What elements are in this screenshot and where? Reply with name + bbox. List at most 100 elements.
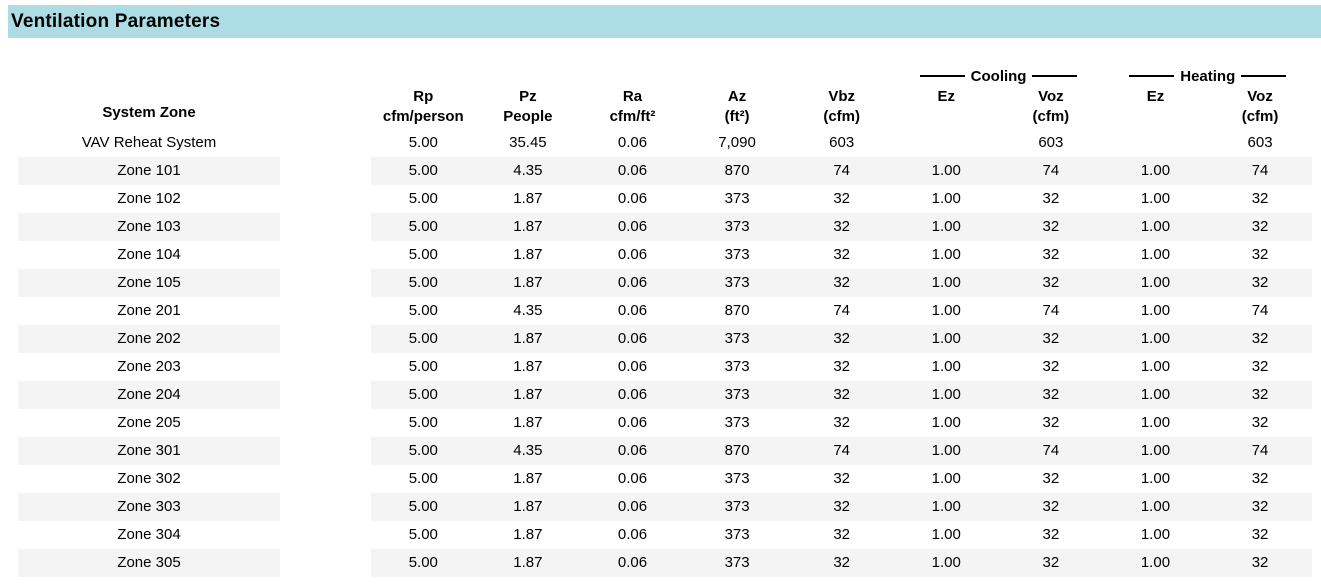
- value-cell: 5.00: [408, 358, 438, 375]
- table-row: Zone 305 5.00 1.87 0.06 373 32 1.00 32 1.00 32: [18, 549, 1313, 577]
- column-header-vbz: Vbz (cfm): [823, 88, 860, 125]
- value-cell: 0.06: [580, 549, 685, 577]
- value-cell: 1.00: [893, 213, 999, 241]
- zone-name-cell: Zone 202: [18, 325, 280, 353]
- value-cell: 74: [1207, 157, 1313, 185]
- value-cell: 5.00: [371, 325, 476, 353]
- value-cell: 32: [833, 358, 851, 375]
- value-cell: 0.06: [580, 493, 685, 521]
- row-spacer: [280, 241, 371, 269]
- value-cell: 373: [724, 414, 750, 431]
- value-cell: 32: [1042, 190, 1060, 207]
- value-cell: 0.06: [617, 414, 648, 431]
- value-cell: 1.00: [893, 325, 999, 353]
- value-cell: 1.87: [513, 358, 543, 375]
- value-cell: 32: [1251, 358, 1269, 375]
- value-cell: 32: [789, 269, 894, 297]
- value-cell: 74: [789, 437, 894, 465]
- value-cell: 1.87: [475, 549, 581, 577]
- value-cell: 4.35: [475, 437, 581, 465]
- zone-name-cell: Zone 105: [18, 269, 280, 297]
- cooling-group-header: Cooling: [894, 66, 1103, 86]
- value-cell: 0.06: [580, 269, 685, 297]
- value-cell: 870: [724, 302, 750, 319]
- table-row: Zone 303 5.00 1.87 0.06 373 32 1.00 32 1.00 32: [18, 493, 1313, 521]
- value-cell: 5.00: [371, 381, 476, 409]
- table-row: Zone 201 5.00 4.35 0.06 870 74 1.00 74 1.00 74: [18, 297, 1312, 325]
- row-spacer: [280, 157, 371, 185]
- value-cell: 32: [789, 549, 894, 577]
- value-cell: 32: [1207, 493, 1313, 521]
- value-cell: 1.00: [893, 437, 999, 465]
- value-cell: 1.87: [475, 213, 581, 241]
- value-cell: 0.06: [617, 358, 648, 375]
- value-cell: 5.00: [408, 470, 438, 487]
- column-header-cooling-ez: Ez: [937, 88, 956, 105]
- value-cell: 373: [724, 190, 750, 207]
- column-header-az: Az (ft²): [724, 88, 750, 125]
- value-cell: 32: [1042, 470, 1060, 487]
- row-spacer: [280, 353, 371, 381]
- value-cell: 1.00: [1103, 493, 1208, 521]
- value-cell: 1.00: [1140, 190, 1171, 207]
- value-cell: 1.00: [931, 470, 961, 487]
- table-row: Zone 304 5.00 1.87 0.06 373 32 1.00 32 1.00 32: [18, 521, 1312, 549]
- value-cell: 1.87: [475, 493, 581, 521]
- value-cell: 1.00: [1140, 470, 1171, 487]
- value-cell: 74: [1207, 437, 1313, 465]
- value-cell: 1.87: [513, 190, 543, 207]
- value-cell: 1.87: [513, 414, 543, 431]
- value-cell: 5.00: [371, 213, 476, 241]
- value-cell: 1.00: [893, 493, 999, 521]
- value-cell: 5.00: [371, 549, 476, 577]
- value-cell: 32: [789, 493, 894, 521]
- value-cell: 373: [724, 470, 750, 487]
- zone-name-cell: Zone 302: [117, 470, 181, 487]
- row-spacer: [280, 213, 371, 241]
- value-cell: 1.00: [1140, 302, 1171, 319]
- system-zone-header: System Zone: [102, 103, 196, 121]
- row-spacer: [280, 325, 371, 353]
- table-row: Zone 105 5.00 1.87 0.06 373 32 1.00 32 1.00 32: [18, 269, 1313, 297]
- column-header-row: System Zone Rp cfm/person Pz People Ra c…: [18, 86, 1312, 128]
- row-spacer: [280, 493, 371, 521]
- value-cell: 4.35: [513, 302, 543, 319]
- value-cell: 870: [684, 437, 790, 465]
- value-cell: 74: [1251, 302, 1269, 319]
- value-cell: 35.45: [509, 134, 547, 151]
- heating-group-label: Heating: [1180, 67, 1236, 85]
- column-header-rp: Rp cfm/person: [382, 88, 464, 125]
- value-cell: 1.87: [475, 381, 581, 409]
- value-cell: 32: [789, 381, 894, 409]
- value-cell: 373: [684, 493, 790, 521]
- value-cell: 4.35: [475, 157, 581, 185]
- value-cell: 32: [998, 325, 1104, 353]
- title-band: Ventilation Parameters: [8, 5, 1321, 38]
- value-cell: 1.00: [893, 269, 999, 297]
- column-header-heating-voz: Voz (cfm): [1241, 88, 1279, 125]
- value-cell: 0.06: [617, 134, 648, 151]
- value-cell: 1.87: [513, 526, 543, 543]
- value-cell: 1.00: [931, 526, 961, 543]
- value-cell: 0.06: [617, 246, 648, 263]
- value-cell: 32: [1207, 325, 1313, 353]
- value-cell: 74: [789, 157, 894, 185]
- zone-name-cell: Zone 101: [18, 157, 280, 185]
- value-cell: 1.00: [1103, 549, 1208, 577]
- table-row: Zone 104 5.00 1.87 0.06 373 32 1.00 32 1.00 32: [18, 241, 1312, 269]
- heating-left-rule: [1129, 75, 1175, 77]
- table-row: Zone 103 5.00 1.87 0.06 373 32 1.00 32 1.00 32: [18, 213, 1313, 241]
- value-cell: 32: [833, 414, 851, 431]
- header-spacer: [280, 88, 371, 126]
- page-title: Ventilation Parameters: [11, 10, 221, 32]
- value-cell: 1.00: [1140, 414, 1171, 431]
- value-cell: 1.87: [475, 325, 581, 353]
- value-cell: 32: [1251, 526, 1269, 543]
- value-cell: 1.00: [1140, 246, 1171, 263]
- value-cell: 32: [1207, 381, 1313, 409]
- value-cell: 1.00: [1103, 213, 1208, 241]
- zone-name-cell: Zone 204: [18, 381, 280, 409]
- value-cell: 870: [684, 157, 790, 185]
- value-cell: 1.87: [513, 470, 543, 487]
- value-cell: 32: [998, 213, 1104, 241]
